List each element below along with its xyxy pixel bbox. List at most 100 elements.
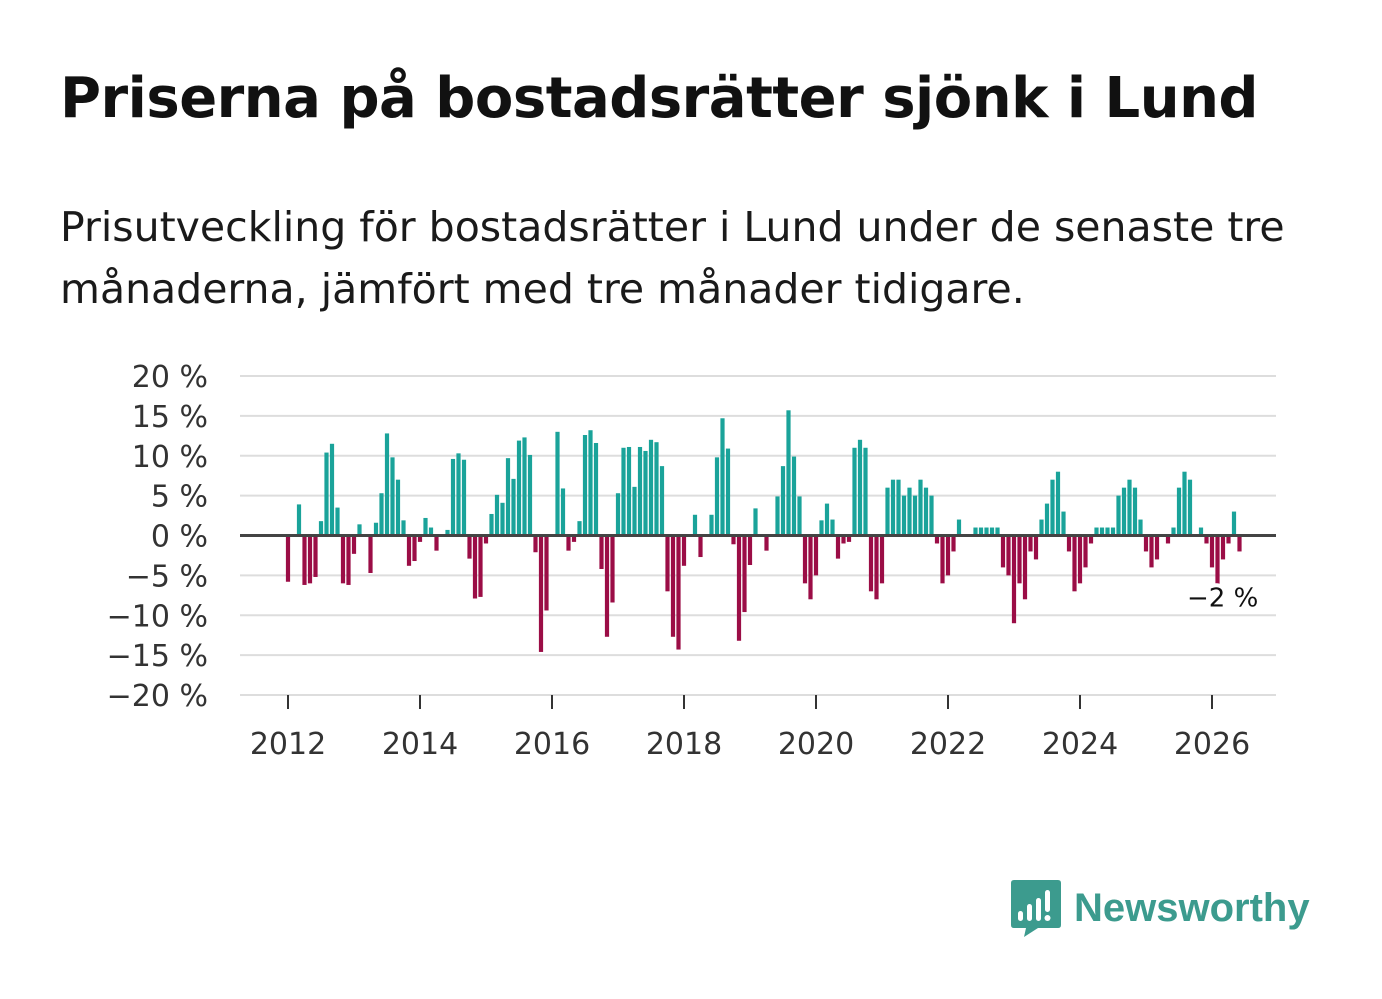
bar — [445, 529, 450, 536]
bar — [621, 447, 626, 536]
bar — [467, 535, 472, 559]
bar — [874, 535, 879, 600]
bar — [846, 535, 852, 542]
newsworthy-chart-bubble-icon — [1011, 880, 1061, 937]
bar — [841, 535, 846, 544]
bar — [505, 458, 511, 536]
bar — [478, 535, 483, 597]
bar — [1061, 511, 1066, 536]
bar — [786, 410, 791, 536]
bar — [555, 431, 560, 536]
bar — [989, 527, 995, 536]
bar — [643, 450, 648, 536]
bar — [324, 452, 329, 536]
brand-name: Newsworthy — [1074, 885, 1310, 930]
bar — [346, 535, 351, 585]
bar — [615, 493, 621, 536]
bar — [533, 535, 538, 553]
annotation: −2 % — [1183, 579, 1262, 617]
bar — [736, 535, 742, 641]
bar — [907, 487, 912, 536]
bar — [742, 535, 747, 613]
x-tick-label: 2022 — [910, 727, 986, 762]
bar — [593, 442, 599, 536]
bar — [428, 527, 434, 536]
bar — [813, 535, 819, 576]
bar — [863, 447, 868, 536]
bar — [351, 535, 357, 554]
bar — [956, 519, 962, 536]
bar — [830, 519, 835, 536]
bar — [929, 495, 934, 536]
bar — [879, 535, 885, 584]
bar — [868, 535, 874, 592]
bar — [951, 535, 956, 552]
bar — [450, 458, 456, 536]
bar — [335, 507, 340, 536]
bar — [1143, 535, 1149, 552]
bar — [923, 487, 929, 536]
bar — [527, 454, 533, 536]
bar — [329, 443, 335, 536]
bar — [1099, 527, 1105, 536]
y-axis-ticks: 20 % 15 % 10 % 5 % 0 % −5 % −10 % −15 % −20 % — [107, 360, 208, 714]
x-tick-label: 2020 — [778, 727, 854, 762]
bar — [1182, 471, 1187, 536]
bar — [373, 522, 379, 536]
bar — [1209, 535, 1215, 568]
bar — [918, 479, 923, 536]
bar — [1116, 495, 1121, 536]
bar — [417, 535, 423, 542]
bar — [522, 437, 527, 536]
bar — [368, 535, 373, 573]
bar — [560, 488, 566, 536]
bar — [780, 466, 786, 536]
bar — [692, 514, 698, 536]
y-tick-label: −15 % — [107, 639, 208, 674]
bar — [1220, 535, 1226, 560]
bar — [632, 486, 637, 536]
bar — [1154, 535, 1160, 560]
y-tick-label: 0 % — [151, 520, 208, 555]
bar — [698, 535, 703, 558]
x-tick-label: 2026 — [1174, 727, 1250, 762]
bar — [395, 479, 401, 536]
bar — [1110, 527, 1116, 536]
bar — [1000, 535, 1006, 568]
bar — [566, 535, 571, 551]
bar — [626, 446, 632, 536]
bar — [1187, 479, 1193, 536]
bar — [1083, 535, 1088, 568]
bar — [802, 535, 808, 584]
bar — [1033, 535, 1039, 560]
bar — [1138, 519, 1143, 536]
bar — [896, 479, 901, 536]
bar — [1132, 487, 1138, 536]
bar — [934, 535, 940, 544]
y-tick-label: −20 % — [107, 679, 208, 714]
x-axis-ticks: 2012 2014 2016 2018 2020 2022 2024 2026 — [250, 695, 1250, 762]
y-tick-label: −5 % — [126, 559, 208, 594]
bar — [819, 520, 824, 536]
bar — [313, 535, 318, 577]
bar — [494, 494, 500, 536]
bar — [1149, 535, 1154, 568]
bar — [654, 442, 659, 536]
bar — [665, 535, 670, 592]
bar — [857, 439, 863, 536]
bar — [885, 487, 890, 536]
bar — [610, 535, 615, 603]
bar — [1198, 527, 1204, 536]
x-tick-label: 2014 — [382, 727, 458, 762]
bar — [995, 527, 1000, 536]
bar — [764, 535, 769, 551]
y-tick-label: 20 % — [132, 360, 208, 395]
bar — [835, 535, 841, 559]
bar — [940, 535, 945, 584]
y-tick-label: 15 % — [132, 400, 208, 435]
bar — [912, 495, 918, 536]
bar — [1226, 535, 1231, 544]
bar — [1044, 503, 1050, 536]
y-tick-label: 5 % — [151, 480, 208, 515]
bar — [984, 527, 989, 536]
